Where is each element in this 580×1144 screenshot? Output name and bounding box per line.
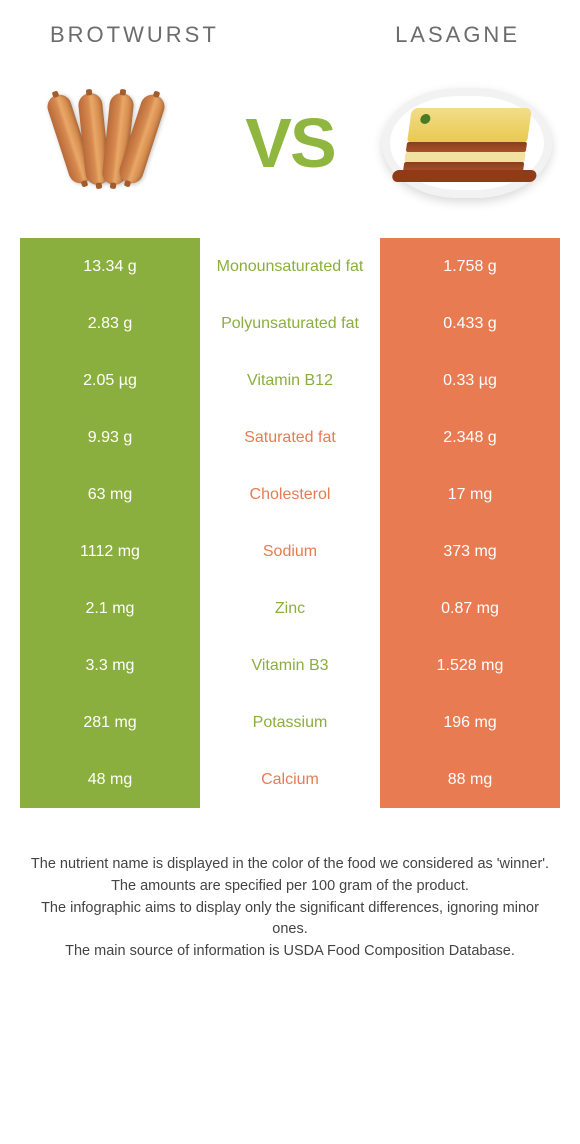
table-row: 281 mgPotassium196 mg — [20, 694, 560, 751]
title-right: LASAGNE — [395, 22, 520, 48]
footer-line: The nutrient name is displayed in the co… — [28, 854, 552, 876]
nutrient-label: Polyunsaturated fat — [200, 295, 380, 352]
footer-line: The infographic aims to display only the… — [28, 898, 552, 942]
value-left: 9.93 g — [20, 409, 200, 466]
value-left: 63 mg — [20, 466, 200, 523]
header: BROTWURST LASAGNE — [0, 0, 580, 58]
table-row: 2.83 gPolyunsaturated fat0.433 g — [20, 295, 560, 352]
value-right: 373 mg — [380, 523, 560, 580]
nutrient-label: Saturated fat — [200, 409, 380, 466]
value-right: 17 mg — [380, 466, 560, 523]
nutrient-label: Sodium — [200, 523, 380, 580]
table-row: 3.3 mgVitamin B31.528 mg — [20, 637, 560, 694]
value-left: 48 mg — [20, 751, 200, 808]
table-row: 13.34 gMonounsaturated fat1.758 g — [20, 238, 560, 295]
nutrient-label: Potassium — [200, 694, 380, 751]
table-row: 2.05 µgVitamin B120.33 µg — [20, 352, 560, 409]
value-right: 1.528 mg — [380, 637, 560, 694]
nutrient-label: Calcium — [200, 751, 380, 808]
value-left: 2.05 µg — [20, 352, 200, 409]
value-right: 0.433 g — [380, 295, 560, 352]
value-left: 2.83 g — [20, 295, 200, 352]
value-right: 0.33 µg — [380, 352, 560, 409]
table-row: 9.93 gSaturated fat2.348 g — [20, 409, 560, 466]
value-right: 1.758 g — [380, 238, 560, 295]
value-right: 2.348 g — [380, 409, 560, 466]
value-left: 13.34 g — [20, 238, 200, 295]
vs-label: VS — [245, 103, 334, 183]
footer-line: The amounts are specified per 100 gram o… — [28, 876, 552, 898]
lasagne-image — [375, 78, 560, 208]
value-right: 0.87 mg — [380, 580, 560, 637]
vs-row: VS — [0, 58, 580, 238]
table-row: 1112 mgSodium373 mg — [20, 523, 560, 580]
value-left: 1112 mg — [20, 523, 200, 580]
table-row: 48 mgCalcium88 mg — [20, 751, 560, 808]
nutrient-label: Zinc — [200, 580, 380, 637]
title-left: BROTWURST — [50, 22, 219, 48]
value-left: 281 mg — [20, 694, 200, 751]
nutrient-table: 13.34 gMonounsaturated fat1.758 g2.83 gP… — [20, 238, 560, 808]
value-left: 3.3 mg — [20, 637, 200, 694]
footer-line: The main source of information is USDA F… — [28, 941, 552, 963]
table-row: 2.1 mgZinc0.87 mg — [20, 580, 560, 637]
value-right: 88 mg — [380, 751, 560, 808]
brotwurst-image — [20, 78, 205, 208]
table-row: 63 mgCholesterol17 mg — [20, 466, 560, 523]
footer-notes: The nutrient name is displayed in the co… — [0, 808, 580, 963]
nutrient-label: Vitamin B3 — [200, 637, 380, 694]
nutrient-label: Cholesterol — [200, 466, 380, 523]
value-right: 196 mg — [380, 694, 560, 751]
nutrient-label: Vitamin B12 — [200, 352, 380, 409]
nutrient-label: Monounsaturated fat — [200, 238, 380, 295]
value-left: 2.1 mg — [20, 580, 200, 637]
